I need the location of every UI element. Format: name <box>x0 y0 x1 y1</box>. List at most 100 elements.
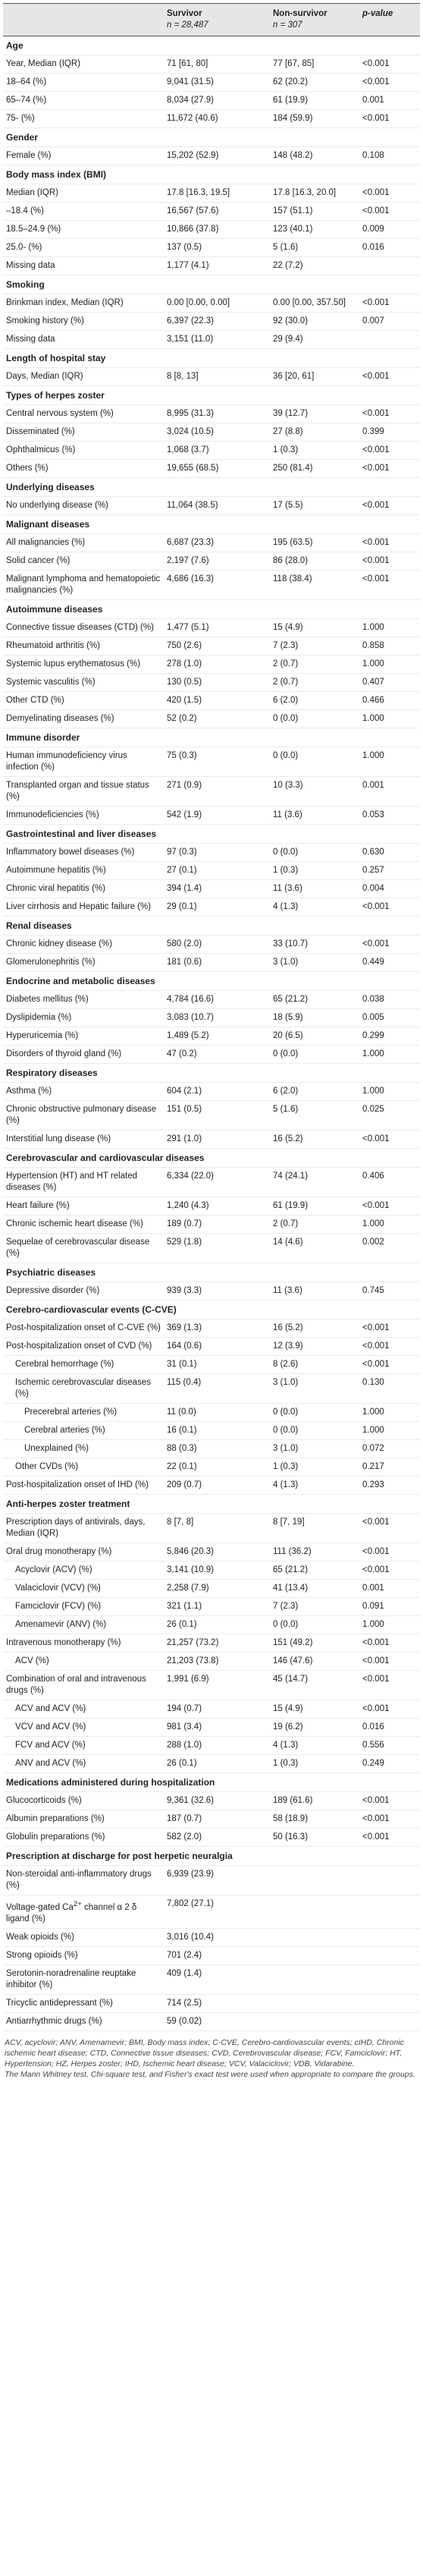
row-label: Systemic lupus erythematosus (%) <box>3 655 164 674</box>
cell: <0.001 <box>359 184 420 203</box>
data-row: Chronic obstructive pulmonary disease (%… <box>3 1100 420 1131</box>
cell: 1.000 <box>359 1403 420 1422</box>
data-row: Diabetes mellitus (%) 4,784 (16.6) 65 (21.… <box>3 990 420 1009</box>
data-row: ACV (%) 21,203 (73.8) 146 (47.6) <0.001 <box>3 1652 420 1671</box>
label-part: 2+ <box>73 1900 82 1908</box>
data-row: Globulin preparations (%) 582 (2.0) 50 (16… <box>3 1828 420 1847</box>
row-label: Tricyclic antidepressant (%) <box>3 1994 164 2013</box>
cell: 195 (63.5) <box>270 533 359 552</box>
cell: 3 (1.0) <box>270 953 359 972</box>
cell: <0.001 <box>359 1652 420 1671</box>
cell: 0.00 [0.00, 357.50] <box>270 294 359 313</box>
row-label: Weak opioids (%) <box>3 1928 164 1947</box>
cell: 12 (3.9) <box>270 1337 359 1356</box>
row-label: Diabetes mellitus (%) <box>3 990 164 1009</box>
cell: 0.108 <box>359 146 420 165</box>
row-label: Famciclovir (FCV) (%) <box>3 1597 164 1616</box>
data-row: Strong opioids (%) 701 (2.4) <box>3 1946 420 1965</box>
cell: 15 (4.9) <box>270 1700 359 1719</box>
cell: <0.001 <box>359 109 420 128</box>
data-row: Missing data 3,151 (11.0) 29 (9.4) <box>3 330 420 349</box>
data-row: Valaciclovir (VCV) (%) 2,258 (7.9) 41 (13.… <box>3 1579 420 1598</box>
cell: 0.072 <box>359 1439 420 1458</box>
empty-cell <box>359 256 420 275</box>
cell: 88 (0.3) <box>164 1439 270 1458</box>
cell: 11,064 (38.5) <box>164 496 270 515</box>
row-label: Chronic obstructive pulmonary disease (%… <box>3 1100 164 1131</box>
cell: 52 (0.2) <box>164 709 270 728</box>
cell: 0.217 <box>359 1458 420 1477</box>
footnote: ACV, acyclovir; ANV, Amenamevir; BMI, Bo… <box>5 2037 404 2068</box>
cell: 6,687 (23.3) <box>164 533 270 552</box>
section-title: Psychiatric diseases <box>3 1263 420 1282</box>
row-label: Combination of oral and intravenous drug… <box>3 1670 164 1700</box>
empty-cell <box>270 1994 359 2013</box>
row-label: Liver cirrhosis and Hepatic failure (%) <box>3 898 164 917</box>
cell: 0 (0.0) <box>270 1403 359 1422</box>
row-label: Unexplained (%) <box>3 1439 164 1458</box>
row-label: ANV and ACV (%) <box>3 1754 164 1773</box>
row-label: Malignant lymphoma and hematopoietic mal… <box>3 570 164 600</box>
cell: 1.000 <box>359 618 420 637</box>
row-label: Serotonin-noradrenaline reuptake inhibit… <box>3 1964 164 1995</box>
cell: 2 (0.7) <box>270 655 359 674</box>
row-label: Valaciclovir (VCV) (%) <box>3 1579 164 1598</box>
cell: 8 (2.6) <box>270 1355 359 1374</box>
row-label: Strong opioids (%) <box>3 1946 164 1965</box>
cell: 278 (1.0) <box>164 655 270 674</box>
section-row: Prescription at discharge for post herpe… <box>3 1846 420 1866</box>
cell: 6 (2.0) <box>270 1082 359 1101</box>
cell: 3,024 (10.5) <box>164 423 270 442</box>
cell: 7 (2.3) <box>270 637 359 656</box>
cell: 19 (6.2) <box>270 1718 359 1737</box>
data-row: Systemic lupus erythematosus (%) 278 (1.0… <box>3 655 420 674</box>
row-label: Intravenous monotherapy (%) <box>3 1634 164 1653</box>
data-row: Precerebral arteries (%) 11 (0.0) 0 (0.0) 1… <box>3 1403 420 1422</box>
data-row: 65–74 (%) 8,034 (27.9) 61 (19.9) 0.001 <box>3 91 420 110</box>
row-label: Female (%) <box>3 146 164 165</box>
row-label: Cerebral hemorrhage (%) <box>3 1355 164 1374</box>
data-row: Serotonin-noradrenaline reuptake inhibit… <box>3 1964 420 1995</box>
section-title: Age <box>3 36 420 55</box>
cell: <0.001 <box>359 367 420 386</box>
data-row: Unexplained (%) 88 (0.3) 3 (1.0) 0.072 <box>3 1439 420 1458</box>
cell: 11 (3.6) <box>270 879 359 898</box>
cell: 59 (0.02) <box>164 2012 270 2031</box>
cell: 542 (1.9) <box>164 806 270 825</box>
cell: 0 (0.0) <box>270 1615 359 1634</box>
row-label: Transplanted organ and tissue status (%) <box>3 776 164 807</box>
cell: 3,083 (10.7) <box>164 1008 270 1027</box>
data-row: Ophthalmicus (%) 1,068 (3.7) 1 (0.3) <0.001 <box>3 441 420 460</box>
data-row: Immunodeficiencies (%) 542 (1.9) 11 (3.6) 0… <box>3 806 420 825</box>
empty-cell <box>270 1946 359 1965</box>
empty-cell <box>359 1865 420 1895</box>
row-label: Solid cancer (%) <box>3 552 164 571</box>
section-row: Malignant diseases <box>3 514 420 534</box>
cell: 16 (0.1) <box>164 1421 270 1440</box>
row-label: Connective tissue diseases (CTD) (%) <box>3 618 164 637</box>
cell: 0 (0.0) <box>270 1421 359 1440</box>
cell: 111 (36.2) <box>270 1543 359 1562</box>
cell: 0 (0.0) <box>270 747 359 777</box>
cell: 4 (1.3) <box>270 898 359 917</box>
cell: 16 (5.2) <box>270 1319 359 1338</box>
cell: 0.053 <box>359 806 420 825</box>
section-row: Renal diseases <box>3 916 420 936</box>
cell: 7 (2.3) <box>270 1597 359 1616</box>
row-label: Post-hospitalization onset of C-CVE (%) <box>3 1319 164 1338</box>
data-row: Voltage-gated Ca2+ channel α 2 δ ligand … <box>3 1895 420 1929</box>
cell: <0.001 <box>359 294 420 313</box>
row-label: 75- (%) <box>3 109 164 128</box>
data-row: Cerebral hemorrhage (%) 31 (0.1) 8 (2.6) <0… <box>3 1355 420 1374</box>
data-row: Solid cancer (%) 2,197 (7.6) 86 (28.0) <0.0… <box>3 552 420 571</box>
cell: 209 (0.7) <box>164 1476 270 1495</box>
cell: <0.001 <box>359 1791 420 1810</box>
data-row: Chronic viral hepatitis (%) 394 (1.4) 11 (… <box>3 879 420 898</box>
empty-cell <box>270 2012 359 2031</box>
row-label: Antiarrhythmic drugs (%) <box>3 2012 164 2031</box>
cell: 86 (28.0) <box>270 552 359 571</box>
data-row: Non-steroidal anti-inflammatory drugs (%… <box>3 1865 420 1895</box>
data-row: Missing data 1,177 (4.1) 22 (7.2) <box>3 256 420 275</box>
cell: 2 (0.7) <box>270 673 359 692</box>
cell: 1 (0.3) <box>270 1458 359 1477</box>
